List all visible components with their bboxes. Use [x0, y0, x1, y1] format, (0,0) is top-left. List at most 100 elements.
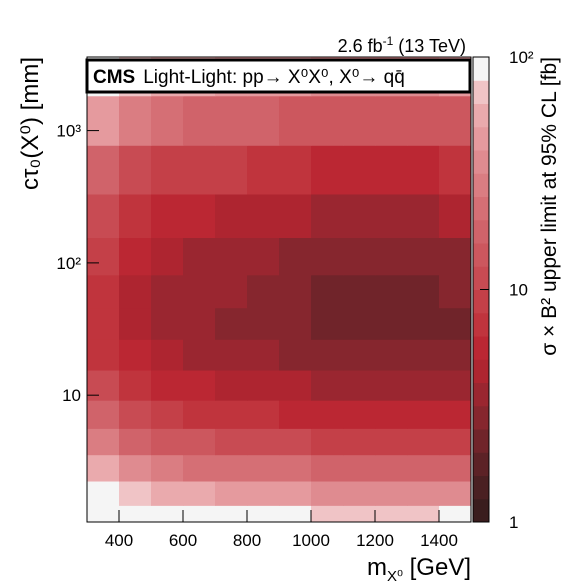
cell [439, 194, 472, 239]
cell [311, 505, 344, 523]
cell [215, 145, 248, 195]
cell [375, 505, 408, 523]
cell [311, 194, 344, 239]
lumi-sup: -1 [383, 34, 394, 48]
axes: 1 10 10² 400 600 800 1000 1200 1400 10 10² 10³ [56, 48, 533, 550]
z-axis-label: σ × B² upper limit at 95% CL [fb] [538, 57, 561, 356]
cell [183, 339, 216, 371]
cell [215, 428, 248, 456]
cell [215, 307, 248, 340]
x-tick-label: 1400 [420, 531, 458, 550]
cell [375, 428, 408, 456]
cell [151, 274, 184, 309]
cell [183, 237, 216, 276]
cell [87, 428, 120, 456]
cell [87, 307, 120, 340]
cell [87, 339, 120, 371]
cell [87, 145, 120, 195]
cell [247, 194, 280, 239]
cell [343, 274, 376, 309]
cell [343, 339, 376, 371]
cell [247, 505, 280, 523]
cell [87, 274, 120, 309]
cell [311, 481, 344, 506]
cell [439, 307, 472, 340]
cell [279, 307, 312, 340]
colorbar-band [473, 196, 489, 221]
cell [87, 481, 120, 506]
cell [87, 194, 120, 239]
colorbar-band [473, 336, 489, 360]
cell [343, 194, 376, 239]
cell [311, 400, 344, 429]
cell [247, 370, 280, 401]
cell [247, 237, 280, 276]
cell [151, 428, 184, 456]
cell [119, 400, 152, 429]
cell [407, 505, 440, 523]
cell [119, 505, 152, 523]
cell [247, 428, 280, 456]
colorbar-band [473, 103, 489, 128]
cell [439, 400, 472, 429]
cell [87, 454, 120, 482]
cell [311, 237, 344, 276]
cell [247, 145, 280, 195]
cell [183, 400, 216, 429]
cell [279, 274, 312, 309]
cell [311, 95, 344, 146]
cell [439, 454, 472, 482]
cell [407, 237, 440, 276]
cell [279, 454, 312, 482]
cell [407, 454, 440, 482]
cell [279, 370, 312, 401]
cell [247, 339, 280, 371]
y-axis-label: cτ₀(X⁰) [mm] [17, 57, 44, 190]
colorbar-band [473, 429, 489, 453]
x-tick-label: 400 [105, 531, 133, 550]
cell [439, 505, 472, 523]
cell [407, 274, 440, 309]
cell [119, 339, 152, 371]
cell [375, 307, 408, 340]
cell [279, 400, 312, 429]
cell [119, 145, 152, 195]
colorbar-band [473, 243, 489, 267]
x-label-main: m [367, 554, 387, 581]
colorbar-band [473, 359, 489, 383]
cell [151, 307, 184, 340]
cell [343, 95, 376, 146]
cell [311, 428, 344, 456]
cell [119, 428, 152, 456]
cell [119, 481, 152, 506]
cell [87, 505, 120, 523]
cell [151, 370, 184, 401]
cell [215, 237, 248, 276]
cell [215, 194, 248, 239]
cell [119, 274, 152, 309]
cell [183, 307, 216, 340]
cell [247, 454, 280, 482]
cell [407, 481, 440, 506]
cell [311, 307, 344, 340]
legend-box [85, 58, 472, 94]
x-label-sub: X⁰ [387, 568, 403, 584]
colorbar-band [473, 80, 489, 104]
cell [151, 145, 184, 195]
process: Light-Light: pp→ X⁰X⁰, X⁰→ qq̄ [143, 67, 405, 88]
cell [279, 95, 312, 146]
cell [247, 307, 280, 340]
cell [407, 428, 440, 456]
cell [311, 454, 344, 482]
cell [151, 95, 184, 146]
y-tick-label: 10³ [56, 122, 81, 141]
colorbar-band [473, 289, 489, 314]
cell [151, 194, 184, 239]
cell [311, 274, 344, 309]
cell [183, 370, 216, 401]
cell [343, 428, 376, 456]
cell [279, 505, 312, 523]
cell [119, 454, 152, 482]
x-tick-label: 600 [169, 531, 197, 550]
cell [375, 274, 408, 309]
